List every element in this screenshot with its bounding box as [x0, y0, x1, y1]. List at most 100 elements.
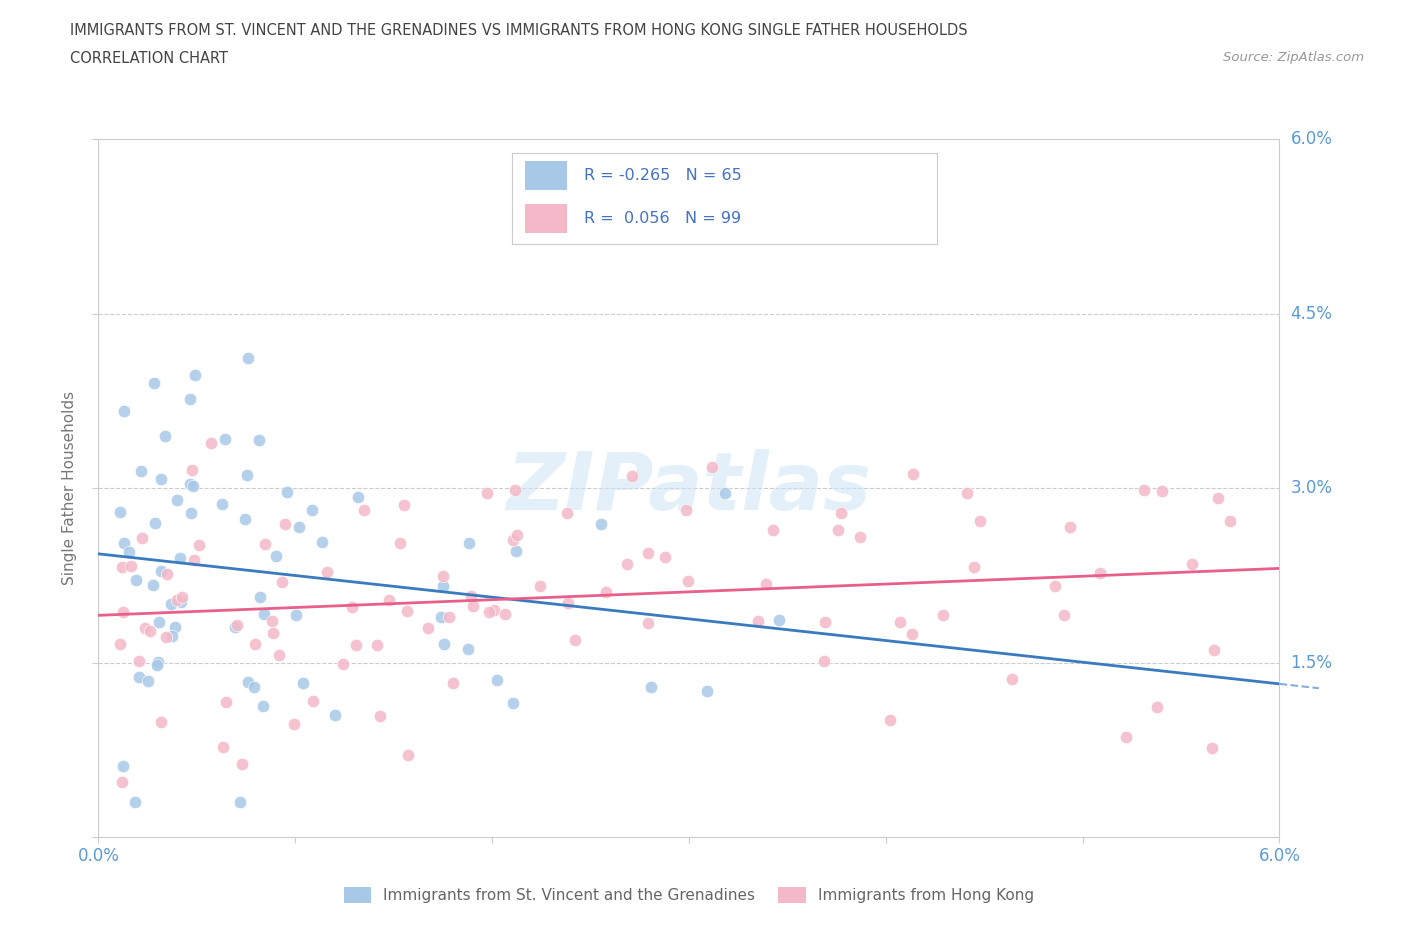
Point — [1053, 608, 1076, 623]
Text: IMMIGRANTS FROM ST. VINCENT AND THE GRENADINES VS IMMIGRANTS FROM HONG KONG SING: IMMIGRANTS FROM ST. VINCENT AND THE GREN… — [70, 23, 967, 38]
Point — [188, 538, 211, 552]
Point — [768, 613, 790, 628]
Point — [502, 532, 524, 547]
Point — [236, 674, 259, 689]
Point — [654, 550, 676, 565]
Point — [394, 498, 416, 512]
Point — [1000, 672, 1022, 687]
Point — [226, 618, 249, 632]
Point — [714, 485, 737, 500]
Point — [311, 534, 333, 549]
Point — [253, 607, 276, 622]
Point — [482, 603, 505, 618]
Point — [149, 715, 172, 730]
Point — [276, 485, 298, 499]
Point — [149, 564, 172, 578]
Point — [315, 565, 337, 579]
Point — [589, 517, 612, 532]
Point — [215, 695, 238, 710]
Point — [368, 709, 391, 724]
Point — [433, 636, 456, 651]
Point — [1206, 491, 1229, 506]
Legend: Immigrants from St. Vincent and the Grenadines, Immigrants from Hong Kong: Immigrants from St. Vincent and the Gren… — [337, 882, 1040, 910]
Point — [830, 505, 852, 520]
Point — [301, 502, 323, 517]
Point — [529, 578, 551, 593]
Point — [184, 368, 207, 383]
Point — [179, 476, 201, 491]
Point — [236, 468, 259, 483]
Point — [495, 607, 517, 622]
Point — [395, 604, 418, 618]
Point — [124, 794, 146, 809]
Point — [1045, 578, 1067, 593]
Point — [211, 739, 233, 754]
Point — [457, 642, 479, 657]
Point — [214, 432, 236, 446]
Point — [249, 590, 271, 604]
Point — [323, 708, 346, 723]
Point — [432, 568, 454, 583]
Point — [347, 489, 370, 504]
Point — [169, 551, 191, 565]
Point — [747, 614, 769, 629]
Point — [274, 517, 297, 532]
Point — [1146, 699, 1168, 714]
Point — [432, 578, 454, 593]
Point — [1059, 520, 1081, 535]
Point — [252, 698, 274, 713]
Point — [344, 638, 367, 653]
Point — [1133, 483, 1156, 498]
Point — [247, 432, 270, 447]
Point — [332, 657, 354, 671]
Point — [932, 607, 955, 622]
Point — [131, 530, 153, 545]
Point — [166, 592, 188, 607]
Point — [463, 599, 485, 614]
Text: CORRELATION CHART: CORRELATION CHART — [70, 51, 228, 66]
Point — [156, 566, 179, 581]
Point — [146, 655, 169, 670]
Point — [366, 637, 388, 652]
Text: 1.5%: 1.5% — [1291, 654, 1333, 671]
Point — [136, 673, 159, 688]
Point — [139, 624, 162, 639]
Point — [430, 609, 453, 624]
Point — [159, 596, 181, 611]
Point — [260, 614, 283, 629]
Point — [1152, 484, 1174, 498]
Point — [160, 629, 183, 644]
Point — [271, 575, 294, 590]
Point — [111, 775, 134, 790]
Point — [506, 527, 529, 542]
Point — [181, 479, 204, 494]
Point — [183, 552, 205, 567]
Point — [112, 758, 135, 773]
Point — [676, 574, 699, 589]
Point — [620, 469, 643, 484]
Point — [755, 577, 778, 591]
Point — [505, 544, 527, 559]
Point — [180, 505, 202, 520]
Point — [1115, 730, 1137, 745]
Point — [150, 472, 173, 486]
Point — [134, 621, 156, 636]
Point — [235, 512, 257, 526]
Point — [262, 626, 284, 641]
Point — [595, 585, 617, 600]
Point — [640, 680, 662, 695]
Point — [813, 653, 835, 668]
Point — [901, 467, 924, 482]
Text: 4.5%: 4.5% — [1291, 305, 1333, 323]
Point — [142, 376, 165, 391]
Text: 6.0%: 6.0% — [1291, 130, 1333, 149]
Point — [211, 497, 233, 512]
Point — [437, 609, 460, 624]
Point — [396, 748, 419, 763]
Point — [814, 614, 837, 629]
Point — [353, 502, 375, 517]
Point — [291, 676, 314, 691]
Point — [229, 794, 252, 809]
Point — [112, 404, 135, 418]
Point — [963, 560, 986, 575]
